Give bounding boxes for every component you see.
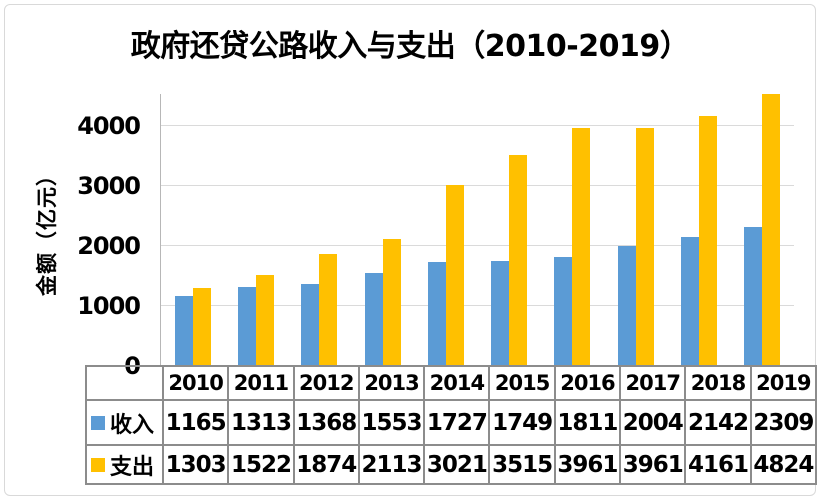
y-tick-label-4000: 4000 (77, 111, 141, 140)
value-income-2011: 1313 (227, 399, 295, 446)
legend-cell-expense: 支出 (85, 444, 164, 485)
value-expense-2013: 2113 (357, 444, 426, 485)
x-axis-label-2011: 2011 (227, 365, 295, 401)
x-axis-label-2013: 2013 (357, 365, 426, 401)
bar-expense-2010 (192, 287, 211, 366)
bar-income-2017 (617, 245, 636, 366)
value-expense-2012: 1874 (292, 444, 360, 485)
bar-income-2010 (174, 296, 193, 366)
bar-expense-2018 (699, 116, 718, 366)
bar-income-2011 (237, 287, 256, 366)
bar-expense-2012 (319, 253, 338, 366)
gridline-1000 (161, 305, 794, 307)
value-expense-2011: 1522 (227, 444, 295, 485)
value-income-2018: 2142 (684, 399, 752, 446)
bar-expense-2011 (255, 274, 274, 366)
bar-expense-2016 (572, 128, 591, 366)
value-income-2017: 2004 (619, 399, 687, 446)
gridline-2000 (161, 245, 794, 247)
x-axis-label-2015: 2015 (488, 365, 556, 401)
bar-expense-2013 (382, 239, 401, 366)
gridline-4000 (161, 125, 794, 127)
bar-expense-2019 (762, 94, 781, 366)
bar-income-2019 (744, 227, 763, 366)
value-income-2015: 1749 (488, 399, 556, 446)
bar-income-2016 (554, 257, 573, 366)
table-row-expense: 支出 1303 1522 1874 2113 3021 3515 3961 3961 4161 48… (85, 444, 817, 485)
plot-area (160, 94, 794, 366)
value-expense-2010: 1303 (161, 444, 230, 485)
x-axis-label-2018: 2018 (684, 365, 752, 401)
value-expense-2019: 4824 (749, 444, 817, 485)
value-expense-2014: 3021 (423, 444, 491, 485)
legend-label-income: 收入 (110, 412, 155, 438)
x-axis-label-2019: 2019 (749, 365, 817, 401)
gridline-3000 (161, 185, 794, 187)
bar-income-2012 (301, 283, 320, 366)
x-axis-label-2012: 2012 (292, 365, 360, 401)
bar-expense-2014 (445, 184, 464, 366)
y-tick-label-3000: 3000 (77, 171, 141, 200)
y-tick-label-2000: 2000 (77, 231, 141, 260)
bar-income-2014 (427, 262, 446, 366)
x-axis-label-2016: 2016 (553, 365, 622, 401)
x-axis-label-2014: 2014 (423, 365, 491, 401)
value-expense-2017: 3961 (619, 444, 687, 485)
legend-label-expense: 支出 (110, 454, 155, 480)
bar-income-2013 (364, 272, 383, 366)
value-income-2010: 1165 (161, 399, 230, 446)
value-income-2016: 1811 (553, 399, 622, 446)
table-corner-cell (85, 365, 164, 401)
y-tick-label-1000: 1000 (77, 291, 141, 320)
value-expense-2015: 3515 (488, 444, 556, 485)
bar-expense-2017 (635, 128, 654, 366)
x-axis-label-2010: 2010 (161, 365, 230, 401)
table-row-years: 2010 2011 2012 2013 2014 2015 2016 2017 2018 2019 (85, 365, 817, 401)
value-income-2019: 2309 (749, 399, 817, 446)
table-row-income: 收入 1165 1313 1368 1553 1727 1749 1811 2004 2142 23… (85, 399, 817, 446)
value-expense-2016: 3961 (553, 444, 622, 485)
value-income-2012: 1368 (292, 399, 360, 446)
bar-income-2018 (681, 237, 700, 366)
bar-expense-2015 (509, 155, 528, 366)
legend-swatch-income-icon (91, 415, 105, 430)
chart-title: 政府还贷公路收入与支出（2010-2019） (130, 29, 690, 64)
value-expense-2018: 4161 (684, 444, 752, 485)
value-income-2013: 1553 (357, 399, 426, 446)
value-income-2014: 1727 (423, 399, 491, 446)
x-axis-label-2017: 2017 (619, 365, 687, 401)
legend-swatch-expense-icon (91, 457, 105, 472)
bar-income-2015 (491, 261, 510, 366)
legend-cell-income: 收入 (85, 399, 164, 446)
data-table: 2010 2011 2012 2013 2014 2015 2016 2017 2018 2019… (85, 365, 817, 485)
